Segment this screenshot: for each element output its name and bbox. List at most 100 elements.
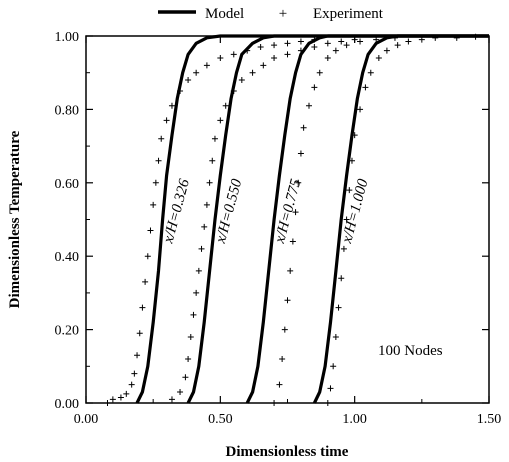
x-tick-label: 1.00 <box>342 412 367 427</box>
experiment-point <box>285 297 291 303</box>
y-tick-label: 0.80 <box>55 103 80 118</box>
experiment-point <box>158 136 164 142</box>
legend-model-label: Model <box>205 6 244 22</box>
x-tick-label: 0.00 <box>74 412 99 427</box>
experiment-point <box>185 77 191 83</box>
experiment-point <box>123 391 129 397</box>
experiment-point <box>271 400 277 406</box>
experiment-point <box>279 356 285 362</box>
experiment-point <box>110 396 116 402</box>
experiment-point <box>118 394 124 400</box>
experiment-point <box>193 290 199 296</box>
x-tick-label: 0.50 <box>208 412 233 427</box>
experiment-point <box>142 279 148 285</box>
y-axis-title: Dimensionless Temperature <box>7 130 23 308</box>
experiment-point <box>325 55 331 61</box>
experiment-point <box>231 51 237 57</box>
experiment-point <box>325 40 331 46</box>
experiment-point <box>333 48 339 54</box>
experiment-point <box>150 202 156 208</box>
experiment-point <box>341 246 347 252</box>
experiment-point <box>258 44 264 50</box>
experiment-point <box>362 84 368 90</box>
experiment-point <box>201 224 207 230</box>
experiment-point <box>239 77 245 83</box>
experiment-point <box>338 39 344 45</box>
experiment-point <box>384 48 390 54</box>
experiment-point <box>327 385 333 391</box>
experiment-point <box>287 268 293 274</box>
experiment-point <box>204 62 210 68</box>
experiment-point <box>134 352 140 358</box>
legend-experiment-label: Experiment <box>313 6 384 22</box>
experiment-point <box>298 150 304 156</box>
experiment-point <box>139 305 145 311</box>
experiment-point <box>338 275 344 281</box>
experiment-point <box>368 70 374 76</box>
experiment-point <box>282 327 288 333</box>
experiment-point <box>217 55 223 61</box>
experiment-point <box>276 382 282 388</box>
experiment-point <box>199 246 205 252</box>
y-tick-label: 0.20 <box>55 324 80 339</box>
experiment-point <box>147 228 153 234</box>
experiment-point <box>129 382 135 388</box>
experiment-point <box>104 400 110 406</box>
experiment-point <box>207 180 213 186</box>
experiment-point <box>330 363 336 369</box>
experiment-point <box>336 305 342 311</box>
experiment-point <box>177 389 183 395</box>
experiment-point <box>285 51 291 57</box>
experiment-point <box>131 371 137 377</box>
experiment-point <box>223 103 229 109</box>
y-tick-label: 0.00 <box>55 397 80 412</box>
experiment-point <box>145 253 151 259</box>
legend-experiment-swatch: + <box>279 6 287 22</box>
experiment-point <box>137 330 143 336</box>
experiment-point <box>271 55 277 61</box>
experiment-point <box>405 39 411 45</box>
experiment-point <box>156 158 162 164</box>
nodes-annotation: 100 Nodes <box>378 343 443 359</box>
x-tick-label: 1.50 <box>477 412 502 427</box>
experiment-point <box>325 400 331 406</box>
experiment-point <box>164 117 170 123</box>
experiment-point <box>250 70 256 76</box>
experiment-point <box>357 106 363 112</box>
experiment-point <box>376 55 382 61</box>
experiment-point <box>204 202 210 208</box>
experiment-point <box>193 70 199 76</box>
experiment-point <box>317 70 323 76</box>
experiment-point <box>212 136 218 142</box>
experiment-point <box>306 103 312 109</box>
experiment-point <box>357 39 363 45</box>
x-axis-title: Dimensionless time <box>226 444 349 460</box>
experiment-point <box>190 312 196 318</box>
experiment-point <box>169 103 175 109</box>
legend: Model + Experiment <box>158 6 384 22</box>
y-tick-label: 0.40 <box>55 250 80 265</box>
experiment-point <box>196 268 202 274</box>
experiment-point <box>209 158 215 164</box>
experiment-point <box>301 125 307 131</box>
experiment-point <box>271 42 277 48</box>
y-tick-label: 0.60 <box>55 177 80 192</box>
experiment-point <box>298 39 304 45</box>
experiment-point <box>217 117 223 123</box>
experiment-point <box>188 334 194 340</box>
experiment-point <box>285 40 291 46</box>
y-tick-label: 1.00 <box>55 30 80 45</box>
experiment-point <box>344 42 350 48</box>
experiment-point <box>260 62 266 68</box>
experiment-point <box>185 356 191 362</box>
experiment-point <box>311 84 317 90</box>
experiment-point <box>153 180 159 186</box>
experiment-point <box>311 44 317 50</box>
experiment-point <box>290 239 296 245</box>
experiment-point <box>182 374 188 380</box>
curve-labels: x/H=0.326 x/H=0.550 x/H=0.775 x/H=1.000 <box>160 177 371 246</box>
experiment-point <box>333 334 339 340</box>
experiment-point <box>395 42 401 48</box>
experiment-point <box>169 396 175 402</box>
